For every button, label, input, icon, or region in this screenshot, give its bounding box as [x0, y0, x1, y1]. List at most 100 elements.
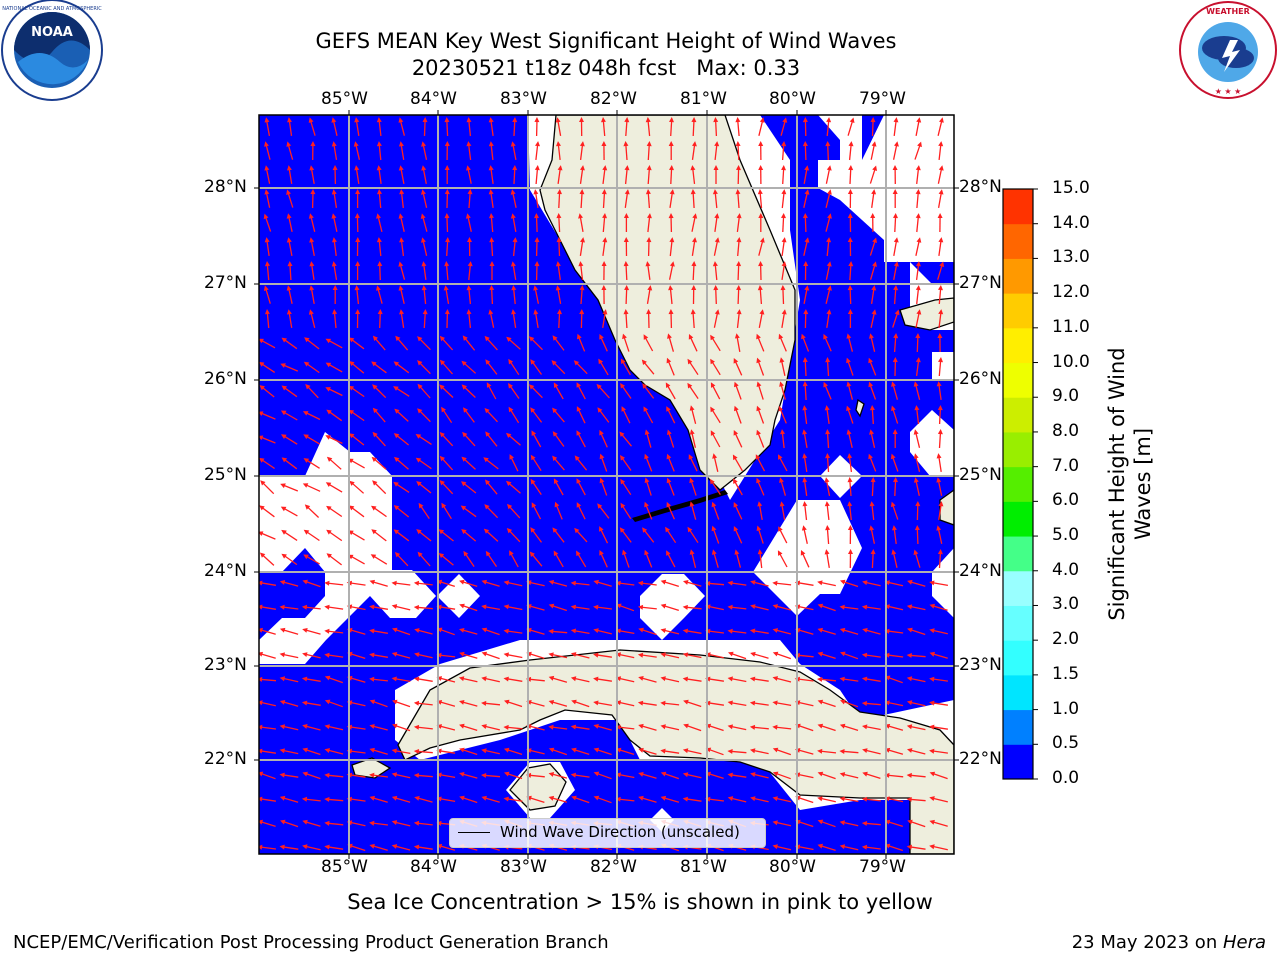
wave-direction-arrowhead — [399, 237, 405, 243]
wave-direction-arrowhead — [750, 651, 756, 657]
wave-direction-arrow — [417, 435, 432, 445]
wave-direction-arrowhead — [369, 772, 375, 778]
wave-direction-arrowhead — [890, 453, 896, 460]
wave-direction-arrow — [937, 191, 943, 209]
wave-direction-arrowhead — [399, 141, 404, 147]
wave-direction-arrow — [803, 287, 808, 305]
wave-direction-arrowhead — [512, 165, 518, 171]
wave-direction-arrowhead — [481, 724, 487, 729]
wave-direction-arrow — [646, 432, 652, 448]
colorbar — [1003, 188, 1038, 780]
wave-direction-arrowhead — [710, 358, 715, 365]
wave-direction-arrowhead — [510, 141, 516, 147]
wave-direction-arrowhead — [772, 724, 778, 730]
wave-direction-arrow — [819, 750, 837, 754]
wave-direction-arrow — [775, 821, 792, 827]
wave-direction-arrow — [461, 796, 478, 804]
wave-direction-arrowhead — [750, 796, 756, 802]
wave-direction-arrow — [282, 606, 299, 610]
wave-direction-arrow — [685, 653, 702, 659]
wave-direction-arrowhead — [782, 117, 788, 123]
map-legend: Wind Wave Direction (unscaled) — [449, 818, 766, 848]
wave-direction-arrow — [914, 144, 921, 160]
wave-direction-arrowhead — [736, 165, 741, 171]
wave-direction-arrow — [260, 363, 276, 373]
wave-direction-arrowhead — [265, 261, 270, 267]
wave-direction-arrowhead — [354, 117, 360, 123]
wave-direction-arrowhead — [938, 237, 944, 243]
wave-direction-arrowhead — [556, 213, 562, 219]
map-frame — [258, 114, 955, 855]
wave-direction-arrow — [305, 459, 320, 469]
wave-direction-arrowhead — [620, 478, 626, 485]
wave-direction-arrowhead — [484, 408, 490, 414]
wave-direction-arrow — [440, 554, 454, 566]
wave-direction-arrow — [395, 458, 409, 470]
wave-direction-arrowhead — [260, 480, 266, 486]
svg-text:★ ★ ★: ★ ★ ★ — [1215, 87, 1242, 96]
wave-direction-arrowhead — [571, 795, 577, 801]
wave-direction-arrowhead — [734, 549, 740, 555]
wave-direction-arrow — [842, 652, 859, 660]
wave-direction-arrow — [842, 821, 859, 827]
lon-label-bottom: 83°W — [500, 857, 547, 877]
wave-direction-arrow — [508, 529, 521, 543]
lon-label-top: 82°W — [590, 89, 637, 109]
wave-direction-arrow — [510, 456, 519, 472]
wave-direction-arrow — [618, 748, 635, 756]
wave-direction-arrowhead — [308, 309, 314, 315]
wave-direction-arrow — [259, 678, 277, 682]
wave-direction-arrowhead — [825, 429, 831, 435]
wave-direction-arrow — [461, 701, 478, 707]
wave-direction-arrow — [645, 480, 652, 496]
wave-direction-arrowhead — [577, 333, 582, 340]
wave-direction-arrow — [528, 774, 545, 778]
wave-direction-arrow — [938, 431, 942, 449]
wave-direction-arrowhead — [413, 676, 420, 682]
wave-direction-arrow — [440, 386, 454, 398]
wave-direction-arrow — [757, 408, 765, 424]
wave-direction-arrowhead — [759, 117, 765, 123]
wave-direction-arrowhead — [413, 749, 420, 754]
wave-direction-arrow — [932, 653, 948, 659]
wave-direction-arrowhead — [392, 627, 398, 633]
wave-direction-arrow — [442, 504, 452, 520]
wave-direction-arrow — [484, 652, 500, 660]
wave-direction-arrow — [416, 582, 433, 586]
wave-direction-arrow — [422, 167, 427, 185]
wave-direction-arrow — [573, 582, 590, 586]
wave-direction-arrow — [804, 383, 807, 401]
wave-direction-arrowhead — [846, 405, 851, 412]
wave-direction-arrowhead — [847, 453, 853, 459]
wave-direction-arrowhead — [554, 501, 560, 508]
wave-direction-arrowhead — [372, 407, 378, 414]
wave-direction-arrow — [847, 432, 853, 448]
wave-direction-arrowhead — [825, 525, 831, 531]
wave-direction-arrow — [707, 582, 725, 586]
wave-direction-arrowhead — [485, 479, 491, 485]
wave-direction-arrowhead — [669, 189, 675, 195]
wave-direction-arrowhead — [668, 213, 674, 219]
wave-direction-arrow — [826, 359, 830, 377]
colorbar-segment — [1003, 189, 1033, 225]
wave-direction-arrowhead — [637, 604, 644, 610]
wave-direction-arrowhead — [615, 580, 621, 586]
wave-direction-arrowhead — [259, 338, 264, 344]
wave-direction-arrowhead — [891, 549, 897, 555]
wave-direction-arrow — [797, 749, 814, 755]
wave-direction-arrow — [733, 480, 743, 496]
wave-direction-arrow — [327, 846, 344, 850]
wave-direction-arrow — [668, 264, 674, 280]
lon-label-top: 84°W — [410, 89, 457, 109]
wave-direction-arrowhead — [907, 819, 913, 825]
wave-direction-arrowhead — [370, 554, 377, 559]
wave-direction-arrowhead — [871, 189, 877, 195]
wave-direction-arrow — [820, 724, 836, 732]
wave-direction-arrow — [600, 480, 608, 496]
wave-direction-arrowhead — [872, 237, 877, 243]
wave-direction-arrow — [752, 773, 769, 779]
wave-direction-arrowhead — [324, 652, 330, 658]
wave-direction-arrowhead — [570, 772, 576, 778]
wave-direction-arrowhead — [666, 357, 672, 364]
wave-direction-arrowhead — [463, 407, 468, 413]
